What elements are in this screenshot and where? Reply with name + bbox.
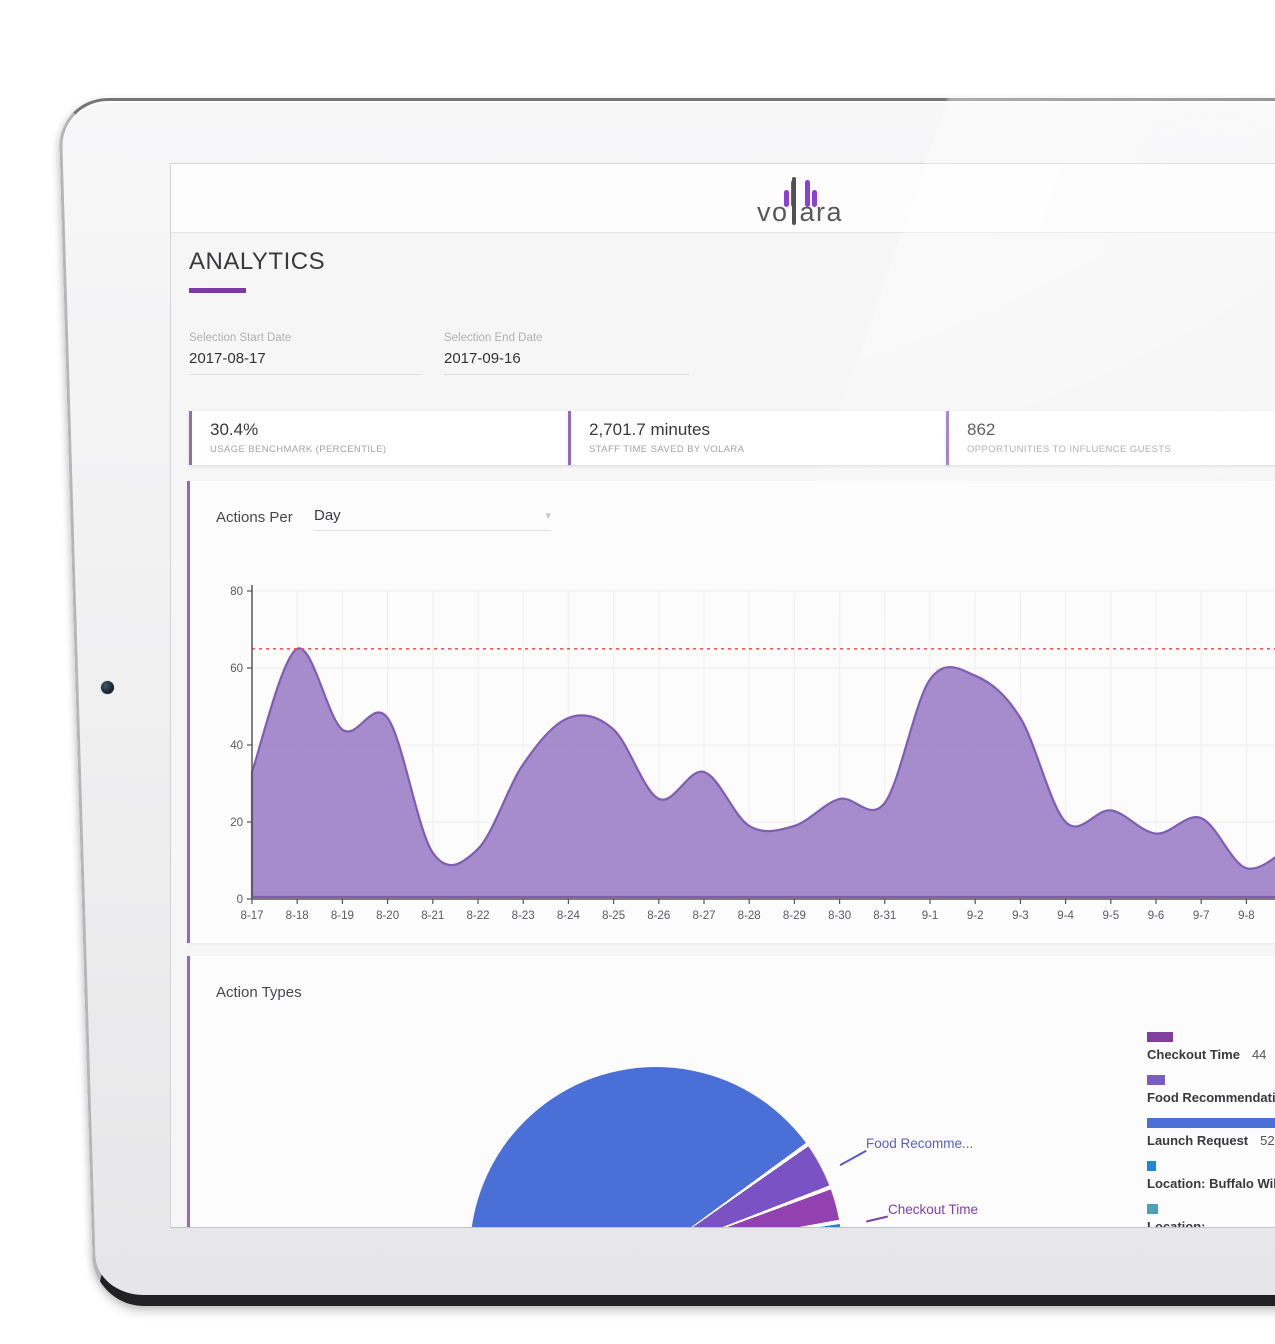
area-series [250,647,1275,899]
actions-per-selected-option: Day [314,507,341,524]
x-tick-label: 9-3 [1012,910,1029,922]
y-tick-label: 80 [230,586,243,598]
x-tick-label: 8-23 [512,910,535,922]
y-tick-label: 60 [230,663,243,675]
legend-value: 44 [1251,1047,1267,1062]
page-title: ANALYTICS [189,248,326,275]
x-tick-label: 9-1 [922,910,939,922]
x-tick-label: 8-29 [783,910,806,922]
action-types-pie-chart[interactable] [470,1067,842,1227]
x-tick-label: 8-30 [828,910,851,922]
x-tick-label: 9-4 [1057,910,1074,922]
x-tick-label: 9-5 [1102,910,1119,922]
x-tick-label: 8-18 [286,910,309,922]
x-tick-label: 8-22 [466,910,489,922]
x-tick-label: 8-19 [331,910,354,922]
stat-value: 2,701.7 minutes [589,420,710,439]
logo-soundwave-bar-icon [805,180,810,207]
end-date-value: 2017-09-16 [444,350,521,367]
y-tick-label: 40 [230,740,243,752]
start-date-label: Selection Start Date [189,332,292,344]
legend-item[interactable]: Location: ... [1147,1204,1275,1228]
stat-card-opportunities: 862 OPPORTUNITIES TO INFLUENCE GUESTS [946,411,1275,465]
start-date-value: 2017-08-17 [189,350,266,367]
x-tick-label: 8-31 [873,910,896,922]
action-types-title: Action Types [216,984,302,1001]
tablet-screen: vo ara ANALYTICS Selection Start Date 201… [170,163,1275,1228]
x-tick-label: 8-28 [738,910,761,922]
legend-label: Food Recommendation [1147,1090,1275,1105]
y-tick-label: 0 [237,894,243,906]
end-date-field[interactable]: Selection End Date 2017-09-16 [444,332,689,375]
end-date-label: Selection End Date [444,332,543,344]
x-tick-label: 9-6 [1148,910,1165,922]
legend-swatch [1147,1118,1275,1128]
title-accent-underline [189,288,246,293]
actions-per-select[interactable]: Day ▾ [314,507,551,531]
app-header: vo ara [171,164,1275,233]
start-date-field[interactable]: Selection Start Date 2017-08-17 [189,332,421,375]
logo-soundwave-bar-icon [784,190,789,207]
stat-value: 862 [967,420,996,439]
legend-label: Launch Request527 [1147,1133,1275,1148]
legend-item[interactable]: Checkout Time 44 [1147,1032,1275,1062]
stat-label: OPPORTUNITIES TO INFLUENCE GUESTS [967,444,1172,455]
stat-label: USAGE BENCHMARK (PERCENTILE) [210,444,387,455]
x-tick-label: 8-27 [692,910,715,922]
legend-item[interactable]: Launch Request527 [1147,1118,1275,1148]
actions-per-label: Actions Per [216,509,293,526]
x-tick-label: 8-25 [602,910,625,922]
legend-label: Checkout Time 44 [1147,1047,1267,1062]
actions-per-day-section: Actions Per Day ▾ 0 20 40 60 80 8-17 8-18 8-19 8… [187,481,1275,943]
x-tick-label: 8-26 [647,910,670,922]
logo-wordmark: vo ara [757,177,843,226]
x-tick-label: 8-17 [240,910,263,922]
pie-callout-label: Checkout Time [888,1202,979,1217]
logo-tall-bar-icon [792,177,797,225]
x-tick-label: 8-21 [421,910,444,922]
legend-swatch [1147,1204,1158,1214]
x-tick-label: 8-24 [557,910,581,922]
stat-card-usage-benchmark: 30.4% USAGE BENCHMARK (PERCENTILE) [189,411,572,465]
legend-item[interactable]: Food Recommendation [1147,1075,1275,1105]
x-tick-label: 8-20 [376,910,399,922]
legend-swatch [1147,1161,1156,1171]
legend-swatch [1147,1032,1173,1042]
stat-label: STAFF TIME SAVED BY VOLARA [589,444,745,455]
logo-soundwave-bar-icon [812,190,817,207]
legend-swatch [1147,1075,1165,1085]
legend-value: 527 [1260,1133,1275,1148]
tablet-camera-icon [101,681,114,694]
stat-value: 30.4% [210,420,259,439]
x-tick-label: 9-7 [1193,910,1210,922]
legend-label: Location: ... [1147,1219,1220,1228]
pie-callout-line [866,1215,888,1222]
action-types-section: Action Types Food Recomme... Checkout Ti… [187,956,1275,1228]
actions-per-day-chart[interactable]: 0 20 40 60 80 8-17 8-18 8-19 8-20 8-21 8-22 8-23 8-2… [210,559,1275,937]
pie-callout-line [839,1149,867,1166]
stat-card-staff-time-saved: 2,701.7 minutes STAFF TIME SAVED BY VOLA… [568,411,951,465]
x-tick-label: 9-8 [1238,910,1255,922]
legend-label: Location: Buffalo Wild Wings [1147,1176,1275,1191]
x-tick-label: 9-2 [967,910,984,922]
volara-logo: vo ara [755,168,847,228]
pie-callout-label: Food Recomme... [866,1136,974,1151]
chevron-down-icon: ▾ [545,510,551,522]
y-tick-label: 20 [230,817,243,829]
legend-item[interactable]: Location: Buffalo Wild Wings [1147,1161,1275,1191]
